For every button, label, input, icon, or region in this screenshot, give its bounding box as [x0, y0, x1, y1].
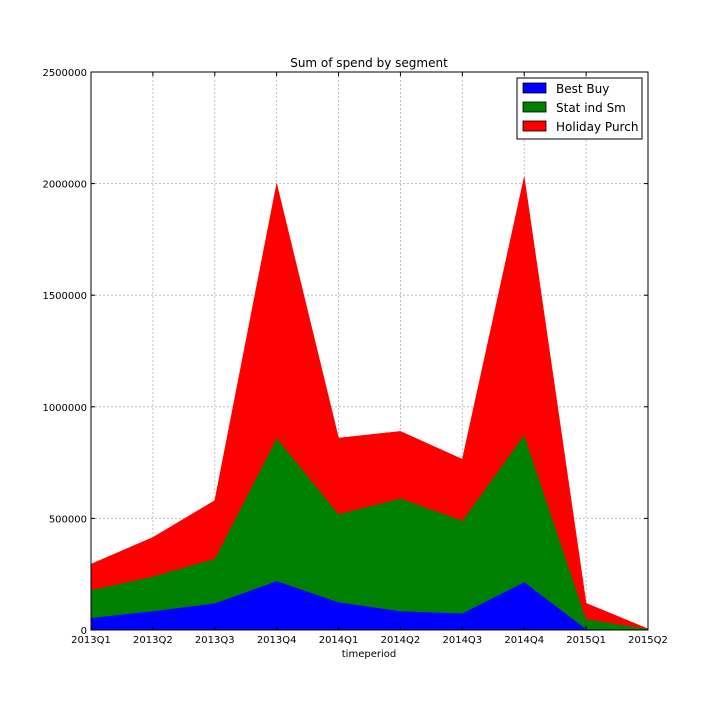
legend-swatch	[522, 120, 547, 132]
x-tick-label: 2015Q2	[628, 635, 668, 646]
legend-swatch	[522, 101, 547, 113]
legend-swatch	[522, 82, 547, 94]
y-tick-label: 0	[81, 626, 87, 637]
y-tick-label: 2000000	[42, 180, 87, 191]
x-tick-label: 2013Q3	[195, 635, 235, 646]
x-tick-label: 2015Q1	[566, 635, 606, 646]
x-axis-ticks: 2013Q1 2013Q2 2013Q3 2013Q4 2014Q1 2014Q2 2014…	[71, 72, 668, 646]
y-tick-label: 500000	[49, 514, 87, 525]
x-tick-label: 2014Q3	[442, 635, 482, 646]
x-tick-label: 2014Q4	[504, 635, 544, 646]
x-tick-label: 2014Q2	[381, 635, 421, 646]
y-tick-label: 1500000	[42, 291, 87, 302]
area-holiday-purch	[90, 176, 649, 630]
x-axis-label: timeperiod	[342, 649, 396, 660]
legend-label: Holiday Purch	[556, 120, 638, 134]
x-tick-label: 2014Q1	[319, 635, 359, 646]
legend-label: Stat ind Sm	[556, 101, 626, 115]
x-tick-label: 2013Q4	[257, 635, 297, 646]
y-axis-ticks: 0 500000 1000000 1500000 2000000 2500000	[42, 68, 648, 637]
plot-frame	[90, 71, 649, 631]
y-tick-label: 1000000	[42, 403, 87, 414]
legend: Best Buy Stat ind Sm Holiday Purch	[516, 77, 643, 140]
chart-title: Sum of spend by segment	[290, 56, 448, 70]
legend-label: Best Buy	[556, 82, 609, 96]
area-series	[90, 176, 649, 631]
y-tick-label: 2500000	[42, 68, 87, 79]
x-tick-label: 2013Q1	[71, 635, 111, 646]
x-tick-label: 2013Q2	[133, 635, 173, 646]
